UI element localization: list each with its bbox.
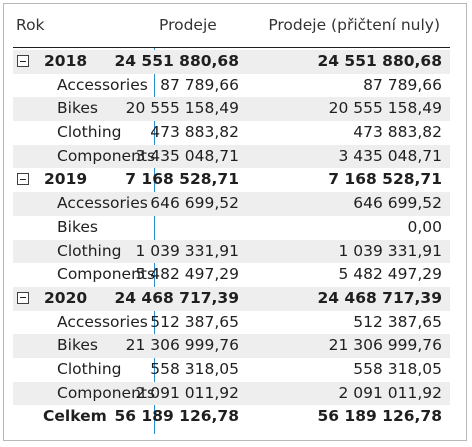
prodeje-value: 7 168 528,71	[125, 170, 239, 189]
prodeje-nuly-value: 473 883,82	[353, 123, 442, 142]
table-row: Bikes 20 555 158,49 20 555 158,49	[13, 97, 450, 122]
collapse-icon[interactable]	[17, 291, 29, 304]
prodeje-value: 20 555 158,49	[125, 99, 239, 118]
prodeje-nuly-value: 3 435 048,71	[338, 146, 442, 165]
prodeje-nuly-value: 7 168 528,71	[328, 170, 442, 189]
table-row: Components 3 435 048,71 3 435 048,71	[13, 144, 450, 169]
prodeje-value: 21 306 999,76	[125, 336, 239, 355]
prodeje-nuly-value: 2 091 011,92	[338, 383, 442, 402]
prodeje-value: 24 468 717,39	[114, 288, 239, 307]
prodeje-nuly-value: 646 699,52	[353, 194, 442, 213]
prodeje-value: 473 883,82	[150, 123, 239, 142]
prodeje-value: 558 318,05	[150, 359, 239, 378]
total-row: Celkem 56 189 126,78 56 189 126,78	[13, 405, 450, 429]
category-label: Accessories	[57, 312, 148, 331]
category-label: Accessories	[57, 75, 148, 94]
table-row: Accessories 512 387,65 512 387,65	[13, 311, 450, 335]
category-label: Components	[57, 146, 156, 165]
column-header-prodeje-nuly[interactable]: Prodeje (přičtení nuly)	[268, 16, 440, 34]
table-row: Components 5 482 497,29 5 482 497,29	[13, 263, 450, 287]
matrix-visual: Rok Prodeje Prodeje (přičtení nuly) 2018…	[3, 3, 467, 441]
prodeje-nuly-value: 1 039 331,91	[338, 241, 442, 260]
year-label: 2019	[44, 170, 88, 189]
prodeje-nuly-value: 0,00	[407, 217, 442, 236]
table-row: Accessories 87 789,66 87 789,66	[13, 74, 450, 98]
prodeje-value: 2 091 011,92	[135, 383, 239, 402]
table-row: Components 2 091 011,92 2 091 011,92	[13, 381, 450, 406]
column-header-rok[interactable]: Rok	[16, 16, 45, 34]
category-label: Bikes	[57, 99, 98, 118]
table-row: Accessories 646 699,52 646 699,52	[13, 192, 450, 216]
prodeje-nuly-value: 5 482 497,29	[338, 265, 442, 284]
category-label: Clothing	[57, 241, 122, 260]
year-row-2020: 2020 24 468 717,39 24 468 717,39	[13, 286, 450, 311]
prodeje-value: 5 482 497,29	[135, 265, 239, 284]
prodeje-total: 56 189 126,78	[114, 407, 239, 426]
category-label: Accessories	[57, 194, 148, 213]
prodeje-value: 3 435 048,71	[135, 146, 239, 165]
header-divider	[13, 47, 450, 48]
prodeje-nuly-value: 21 306 999,76	[328, 336, 442, 355]
year-row-2019: 2019 7 168 528,71 7 168 528,71	[13, 168, 450, 192]
table-row: Clothing 558 318,05 558 318,05	[13, 358, 450, 382]
prodeje-nuly-value: 24 468 717,39	[317, 288, 442, 307]
prodeje-nuly-value: 24 551 880,68	[317, 52, 442, 70]
table-row: Bikes 0,00	[13, 216, 450, 240]
matrix-header: Rok Prodeje Prodeje (přičtení nuly)	[4, 4, 466, 46]
collapse-icon[interactable]	[17, 173, 29, 186]
prodeje-nuly-value: 87 789,66	[363, 75, 442, 94]
category-label: Components	[57, 383, 156, 402]
column-header-prodeje[interactable]: Prodeje	[159, 16, 217, 34]
prodeje-value: 1 039 331,91	[135, 241, 239, 260]
total-label: Celkem	[43, 407, 107, 426]
table-row: Clothing 473 883,82 473 883,82	[13, 121, 450, 145]
matrix-body: 2018 24 551 880,68 24 551 880,68 Accesso…	[13, 50, 450, 429]
category-label: Components	[57, 265, 156, 284]
prodeje-nuly-value: 512 387,65	[353, 312, 442, 331]
year-label: 2020	[44, 288, 88, 307]
year-row-2018: 2018 24 551 880,68 24 551 880,68	[13, 50, 450, 74]
collapse-icon[interactable]	[17, 55, 29, 67]
prodeje-nuly-value: 558 318,05	[353, 359, 442, 378]
year-label: 2018	[44, 52, 88, 70]
category-label: Clothing	[57, 123, 122, 142]
prodeje-nuly-total: 56 189 126,78	[317, 407, 442, 426]
prodeje-nuly-value: 20 555 158,49	[328, 99, 442, 118]
category-label: Clothing	[57, 359, 122, 378]
table-row: Bikes 21 306 999,76 21 306 999,76	[13, 334, 450, 358]
prodeje-value: 646 699,52	[150, 194, 239, 213]
prodeje-value: 512 387,65	[150, 312, 239, 331]
prodeje-value: 87 789,66	[160, 75, 239, 94]
prodeje-value: 24 551 880,68	[114, 52, 239, 70]
category-label: Bikes	[57, 336, 98, 355]
category-label: Bikes	[57, 217, 98, 236]
table-row: Clothing 1 039 331,91 1 039 331,91	[13, 239, 450, 264]
